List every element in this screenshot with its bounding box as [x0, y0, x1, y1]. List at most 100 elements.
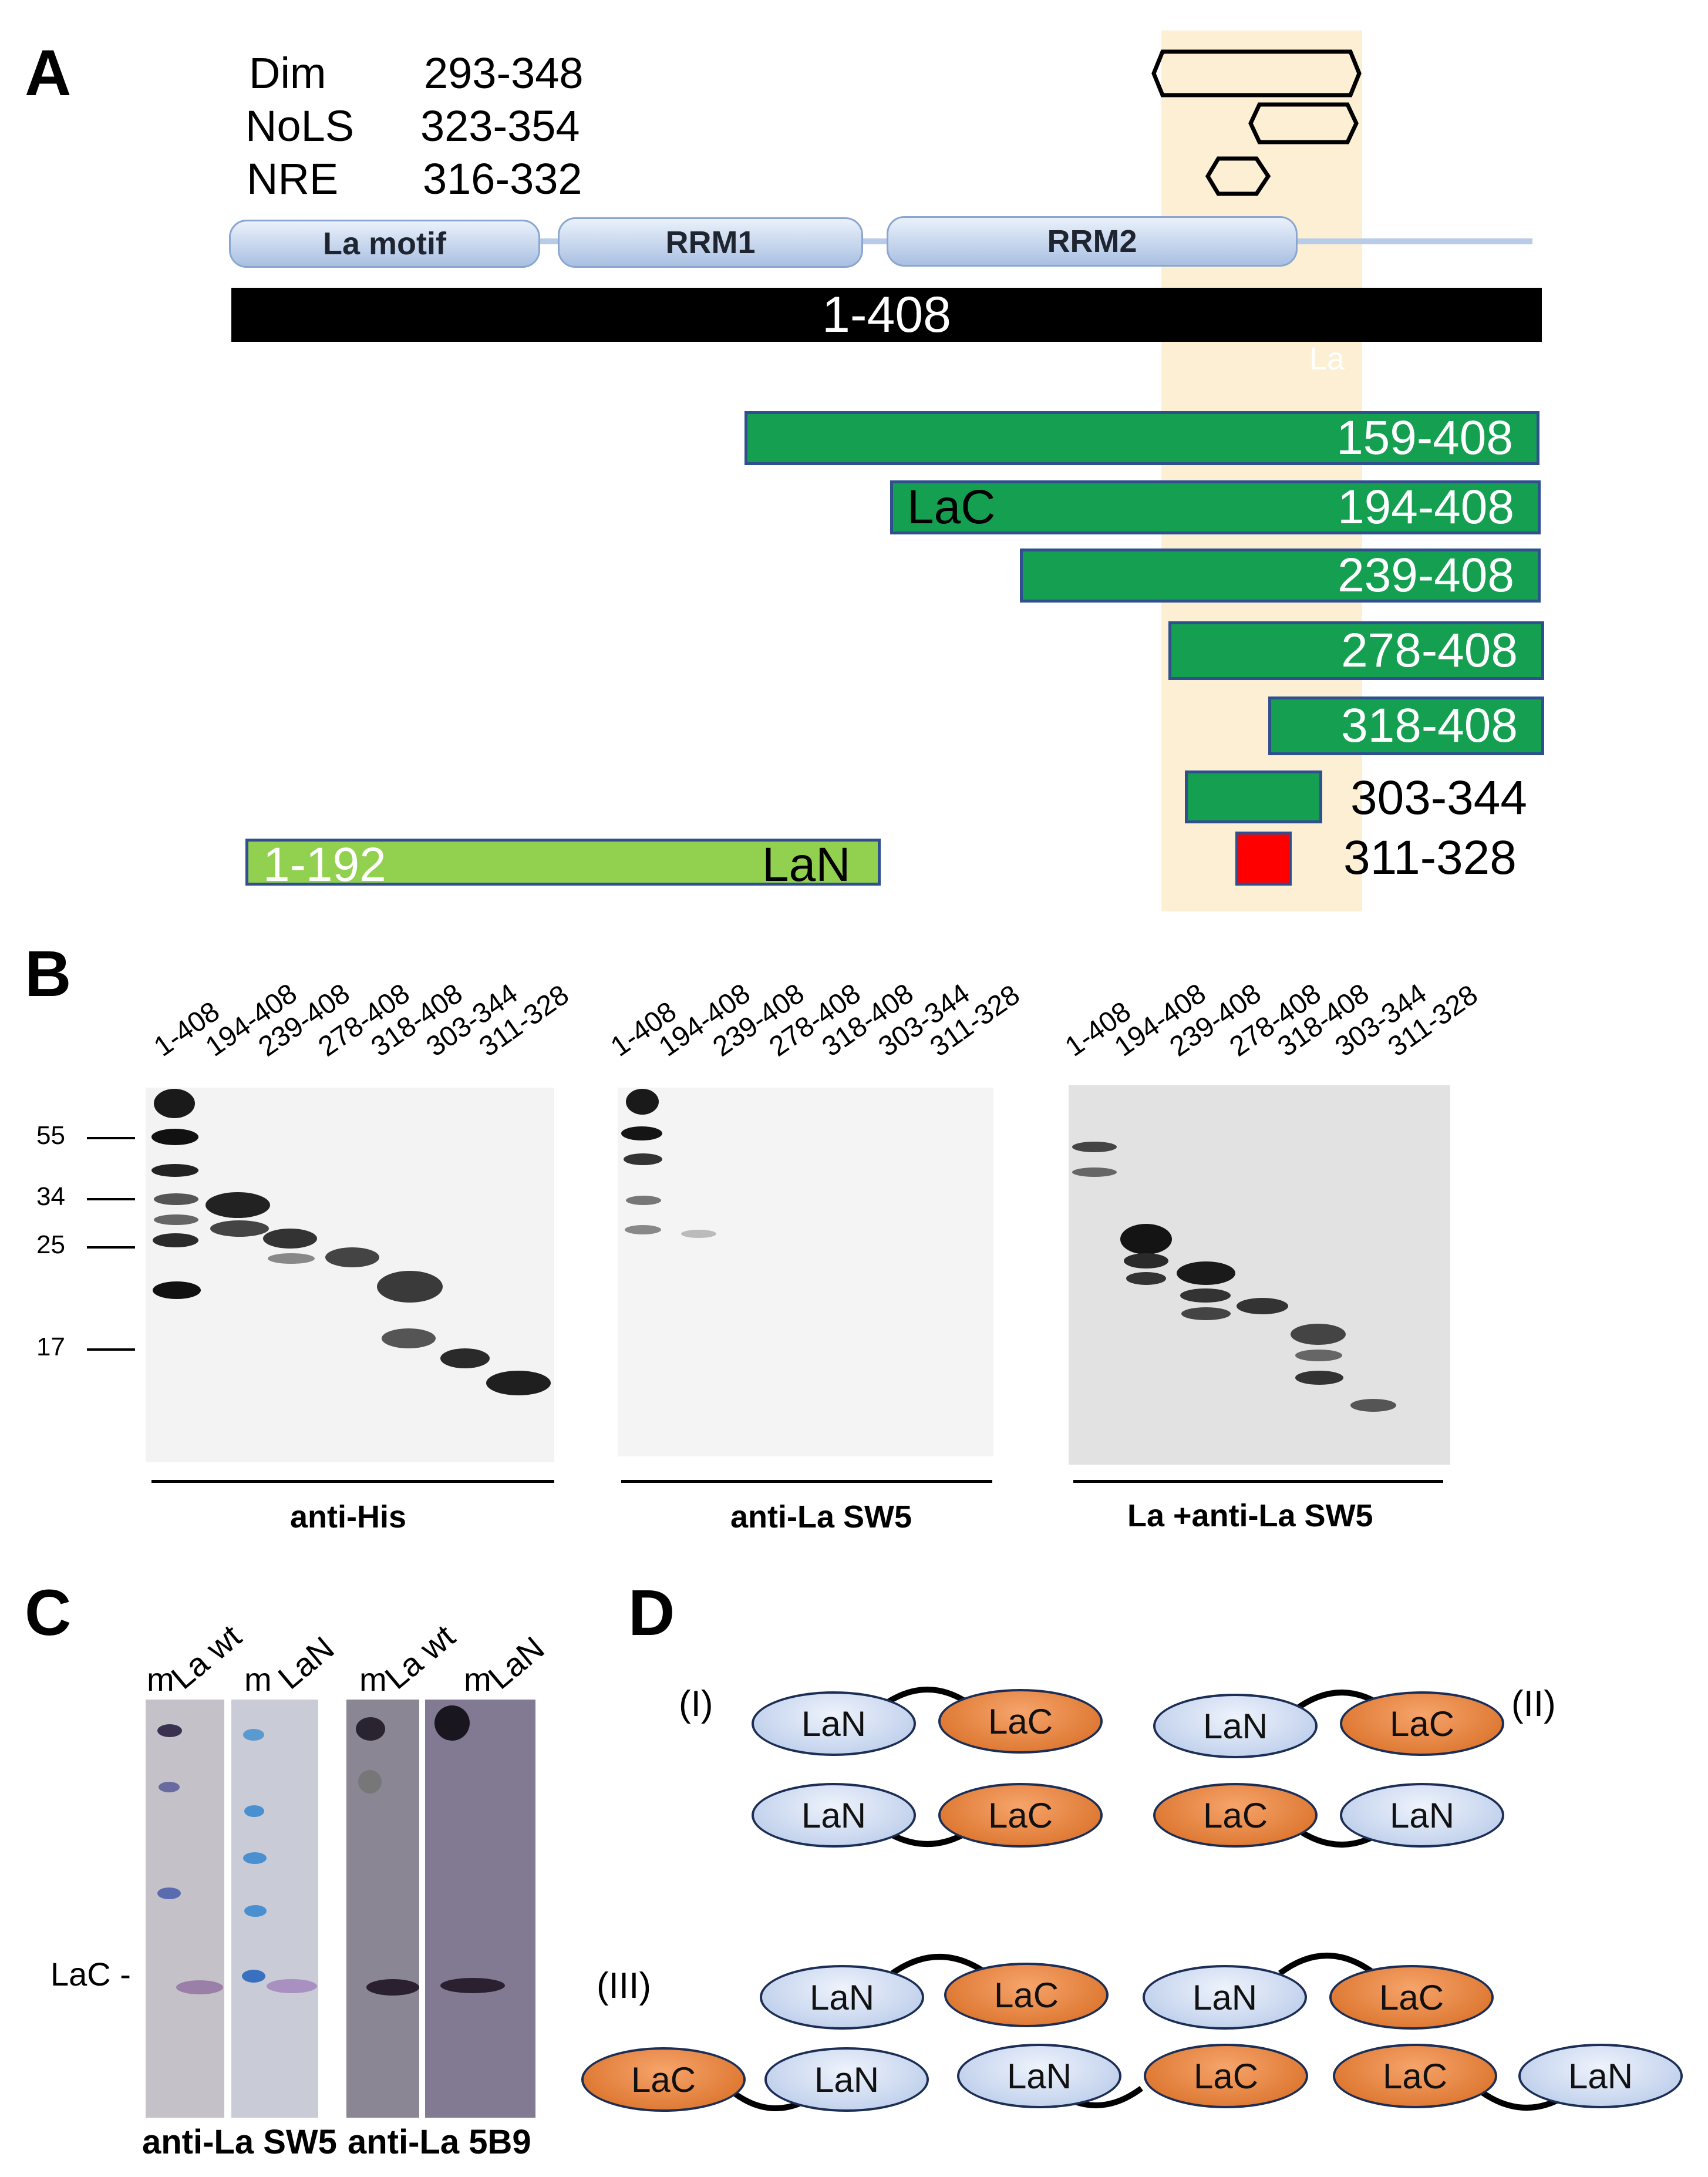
marker-band [356, 1717, 385, 1741]
lac-domain: LaC [1144, 2044, 1308, 2108]
group-label-ii: (II) [1511, 1684, 1556, 1724]
band [325, 1247, 379, 1267]
nre-region-marker [1205, 156, 1271, 196]
lac-label: LaC [907, 480, 996, 534]
lan-bar [245, 839, 881, 886]
c-lane-label-m: m [244, 1661, 272, 1698]
panel-c-letter: C [25, 1577, 72, 1649]
panel-b-letter: B [25, 938, 72, 1010]
band [626, 1089, 659, 1115]
band [151, 1164, 198, 1177]
lan-domain: LaN [1518, 2044, 1683, 2108]
region-range-dim: 293-348 [424, 49, 584, 97]
lan-domain: LaN [1143, 1965, 1307, 2030]
fragment-194-408: LaC 194-408 [890, 480, 1541, 534]
band [1291, 1324, 1346, 1345]
fragment-239-408: 239-408 [1020, 549, 1541, 603]
mw-tick [87, 1198, 135, 1200]
region-name-nols: NoLS [245, 102, 355, 150]
band [1181, 1307, 1231, 1320]
strip-5b9-lan [425, 1700, 535, 2118]
group-label-iii: (III) [597, 1966, 651, 2006]
lan-domain: LaN [764, 2047, 929, 2112]
mw-tick [87, 1246, 135, 1249]
lan-domain: LaN [1153, 1694, 1318, 1758]
band [1237, 1298, 1288, 1314]
band [621, 1126, 662, 1140]
lac-domain: LaC [1333, 2044, 1497, 2108]
lac-domain: LaC [944, 1963, 1109, 2027]
fragment-318-408: 318-408 [1268, 696, 1544, 755]
lac-band [366, 1979, 419, 1996]
band [440, 1348, 490, 1368]
lan-name-label: LaN [762, 838, 851, 891]
blot-anti-his [146, 1088, 554, 1462]
linker [891, 1954, 988, 1976]
anti-his-underline [151, 1480, 554, 1483]
panel-d-letter: D [628, 1577, 675, 1649]
region-name-nre: NRE [247, 154, 339, 203]
la-highlight-label: La [1309, 341, 1345, 376]
band [263, 1229, 317, 1249]
marker-band [358, 1770, 382, 1794]
protein-backbone-line [235, 238, 1532, 244]
linker [1278, 1953, 1376, 1976]
band [1124, 1253, 1168, 1268]
lac-band [176, 1980, 223, 1994]
lan-lane-band [267, 1979, 317, 1993]
la-region-highlight [1161, 31, 1362, 911]
band [486, 1371, 551, 1395]
marker-band [244, 1905, 267, 1917]
band [151, 1129, 198, 1145]
peptide-311-328-label: 311-328 [1343, 831, 1517, 884]
band [268, 1253, 315, 1264]
marker-band [243, 1852, 267, 1864]
domain-rrm1: RRM1 [558, 217, 863, 268]
fragment-194-408-label: 194-408 [1338, 480, 1514, 534]
strip-sw5-la-wt [146, 1700, 224, 2118]
region-markers [1151, 49, 1362, 196]
anti-la-sw5-underline [621, 1480, 992, 1483]
marker-band [244, 1805, 264, 1817]
region-name-dim: Dim [249, 49, 326, 97]
band [1126, 1272, 1166, 1285]
blot-la-plus-anti-la-sw5 [1069, 1085, 1450, 1465]
lan-domain: LaN [752, 1783, 916, 1848]
nols-region-marker [1248, 102, 1359, 144]
mw-label-55: 55 [36, 1121, 65, 1150]
region-range-nre: 316-332 [423, 154, 582, 203]
band [154, 1193, 198, 1205]
lac-domain: LaC [581, 2047, 746, 2112]
la-anti-la-sw5-underline [1073, 1480, 1443, 1483]
marker-band [242, 1970, 265, 1983]
caption-anti-his: anti-His [290, 1499, 407, 1535]
band [626, 1196, 661, 1205]
caption-la-plus-anti-la-sw5: La +anti-La SW5 [1127, 1498, 1373, 1533]
band [1180, 1288, 1231, 1303]
marker-band [434, 1705, 470, 1741]
band [206, 1192, 270, 1218]
band [153, 1281, 201, 1299]
marker-band [157, 1724, 182, 1737]
c-lane-label-m: m [147, 1661, 174, 1698]
region-range-nols: 323-354 [420, 102, 580, 150]
caption-c-anti-la-5b9: anti-La 5B9 [348, 2123, 531, 2161]
band [153, 1233, 198, 1247]
lan-range-label: 1-192 [263, 838, 386, 891]
fragment-278-408: 278-408 [1168, 621, 1544, 680]
band [154, 1214, 198, 1225]
domain-rrm2: RRM2 [887, 216, 1298, 267]
lac-domain: LaC [938, 1689, 1103, 1754]
lan-domain: LaN [760, 1965, 924, 2030]
marker-band [159, 1782, 180, 1792]
peptide-311-328-box [1235, 832, 1292, 886]
fragment-303-344-bar [1185, 770, 1322, 823]
band [382, 1328, 436, 1348]
lan-domain: LaN [1340, 1783, 1504, 1848]
marker-band [243, 1729, 264, 1741]
band [624, 1153, 662, 1165]
blot-anti-la-sw5 [618, 1088, 993, 1456]
band [210, 1220, 269, 1237]
mw-label-25: 25 [36, 1230, 65, 1259]
caption-c-anti-la-sw5: anti-La SW5 [142, 2123, 337, 2161]
